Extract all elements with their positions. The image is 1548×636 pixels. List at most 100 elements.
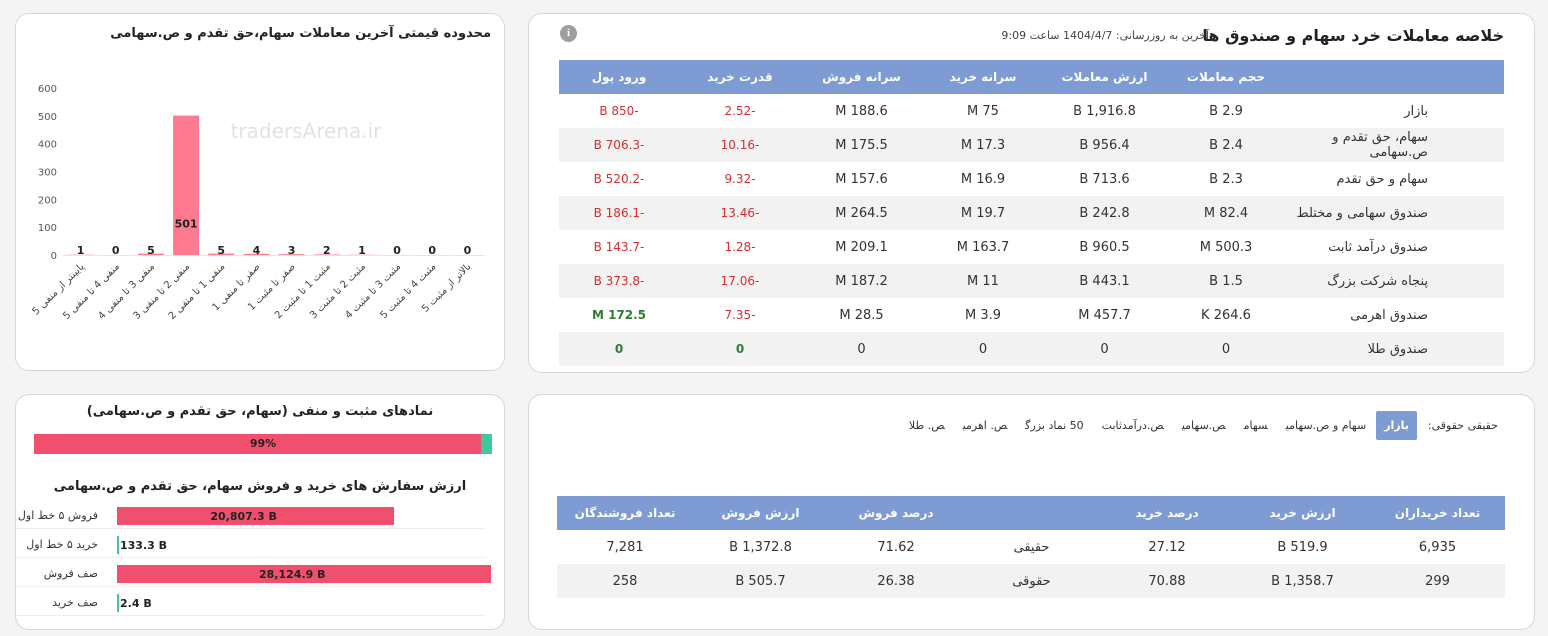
summary-cell-buy-pc: 11 M [922, 264, 1044, 298]
bar[interactable] [313, 254, 340, 255]
filter-option[interactable]: سهام و ص.سهامی [1285, 419, 1367, 432]
order-bar[interactable] [117, 594, 119, 612]
bar[interactable] [278, 254, 305, 255]
orders-title: ارزش سفارش های خرید و فروش سهام، حق تقدم… [53, 479, 467, 494]
order-row: خرید ۵ خط اول 133.3 B [16, 534, 486, 558]
investors-cell-buyers: 299 [1370, 564, 1505, 598]
bar[interactable] [173, 115, 200, 256]
summary-cell-value: 956.4 B [1044, 128, 1165, 162]
y-tick-label: 300 [38, 168, 57, 179]
investors-cell-sellers: 258 [557, 564, 693, 598]
summary-cell-power: -10.16 [679, 128, 801, 162]
bar[interactable] [243, 253, 270, 255]
summary-row[interactable]: صندوق سهامی و مختلط 82.4 M 242.8 B 19.7 M 26… [559, 196, 1504, 230]
investors-cell-type: حقوقی [964, 564, 1099, 598]
filter-option[interactable]: 50 نماد بزرگ [1025, 419, 1084, 432]
summary-cell-buy-pc: 19.7 M [922, 196, 1044, 230]
summary-cell-buy-pc: 16.9 M [960, 171, 1006, 187]
summary-header-cell: ارزش معاملات [1044, 60, 1165, 94]
investors-row[interactable]: 299 1,358.7 B 70.88 حقوقی 26.38 505.7 B 258 [557, 564, 1505, 598]
price-range-title: محدوده قیمتی آخرین معاملات سهام،حق تقدم … [110, 26, 491, 41]
order-bar[interactable] [117, 507, 394, 525]
investors-header-cell: ارزش فروش [693, 496, 828, 530]
summary-row[interactable]: پنجاه شرکت بزرگ 1.5 B 443.1 B 11 M 187.2 M -1… [559, 264, 1504, 298]
summary-header-cell: حجم معاملات [1165, 60, 1287, 94]
investors-cell-type: حقیقی [1013, 539, 1050, 555]
investors-header-cell: درصد فروش [828, 496, 964, 530]
investors-cell-buy-pct: 27.12 [1148, 539, 1186, 555]
summary-cell-power: -9.32 [724, 172, 756, 186]
summary-row[interactable]: صندوق درآمد ثابت 500.3 M 960.5 B 163.7 M 209… [559, 230, 1504, 264]
summary-header-cell [1287, 60, 1504, 94]
summary-cell-value: 1,916.8 B [1073, 103, 1136, 119]
summary-cell-volume: 0 [1165, 332, 1287, 366]
summary-cell-volume: 264.6 K [1201, 307, 1251, 323]
posneg-progress: 99% [34, 434, 492, 454]
summary-cell-power: -17.06 [679, 264, 801, 298]
watermark: tradersArena.ir [231, 119, 383, 143]
summary-cell-power: -13.46 [679, 196, 801, 230]
order-bar[interactable] [117, 565, 491, 583]
summary-cell-inflow: -706.3 B [559, 128, 679, 162]
summary-cell-inflow: -143.7 B [593, 240, 645, 254]
last-update-value: 1404/4/7 ساعت 9:09 [1001, 29, 1113, 42]
order-label: فروش ۵ خط اول [17, 509, 98, 522]
filter-option[interactable]: ص.درآمدثابت [1101, 419, 1164, 432]
filter-option[interactable]: ص.سهامی [1181, 419, 1226, 432]
order-row: فروش ۵ خط اول 20,807.3 B [16, 505, 486, 529]
summary-cell-inflow: -373.8 B [559, 264, 679, 298]
bar-value-label: 0 [112, 244, 120, 257]
investors-row[interactable]: 6,935 519.9 B 27.12 حقیقی 71.62 1,372.8 B 7,28… [557, 530, 1505, 564]
summary-row[interactable]: سهام، حق تقدم و ص.سهامی 2.4 B 956.4 B 17.3 … [559, 128, 1504, 162]
bar[interactable] [137, 253, 164, 255]
summary-cell-inflow: -186.1 B [559, 196, 679, 230]
y-tick-label: 600 [38, 84, 57, 95]
progress-label: 99% [249, 437, 277, 450]
summary-cell-value: 713.6 B [1079, 171, 1130, 187]
summary-row[interactable]: صندوق طلا 0 0 0 0 0 0 [559, 332, 1504, 366]
order-value: 2.4 B [120, 597, 152, 610]
summary-cell-sell-pc: 157.6 M [835, 171, 888, 187]
filter-option[interactable]: ص. اهرمی [962, 419, 1008, 432]
summary-cell-name: سهام، حق تقدم و ص.سهامی [1287, 128, 1504, 162]
investors-cell-buy-value: 1,358.7 B [1235, 564, 1370, 598]
info-icon[interactable]: i [560, 25, 577, 42]
posneg-card: نمادهای مثبت و منفی (سهام، حق تقدم و ص.س… [15, 394, 505, 630]
bar-value-label: 2 [323, 244, 331, 257]
summary-cell-inflow: -850 B [599, 104, 639, 118]
summary-row[interactable]: بازار 2.9 B 1,916.8 B 75 M 188.6 M -2.52 -850 … [559, 94, 1504, 128]
investors-cell-buy-pct: 70.88 [1099, 564, 1235, 598]
summary-cell-sell-pc: 264.5 M [801, 196, 922, 230]
summary-cell-buy-pc: 0 [922, 332, 1044, 366]
summary-cell-sell-pc: 188.6 M [835, 103, 888, 119]
filter-bar: حقیقی حقوقی: بازار سهام و ص.سهامی سهام ص.سه… [900, 411, 1498, 440]
bar-value-label: 0 [464, 244, 472, 257]
investors-card: حقیقی حقوقی: بازار سهام و ص.سهامی سهام ص.سه… [528, 394, 1535, 630]
summary-header-cell: ورود پول [559, 60, 679, 94]
order-value: 133.3 B [120, 539, 168, 552]
summary-cell-name: صندوق سهامی و مختلط [1287, 196, 1504, 230]
summary-cell-sell-pc: 175.5 M [801, 128, 922, 162]
summary-cell-buy-pc: 163.7 M [956, 239, 1010, 255]
last-update: آخرین به روزرسانی: 1404/4/7 ساعت 9:09 [1001, 29, 1209, 42]
y-tick-label: 400 [38, 140, 57, 151]
order-label: خرید ۵ خط اول [26, 538, 98, 551]
summary-cell-name: پنجاه شرکت بزرگ [1287, 264, 1504, 298]
bar[interactable] [208, 253, 235, 255]
bar-value-label: 4 [253, 244, 261, 257]
filter-option[interactable]: بازار [1376, 411, 1417, 440]
investors-header-cell: تعداد خریداران [1370, 496, 1505, 530]
summary-cell-buy-pc: 17.3 M [922, 128, 1044, 162]
filter-option[interactable]: سهام [1243, 419, 1268, 432]
bar-value-label: 1 [77, 244, 85, 257]
summary-header-row: حجم معاملات ارزش معاملات سرانه خرید سرانه ف… [559, 60, 1504, 94]
summary-row[interactable]: صندوق اهرمی 264.6 K 457.7 M 3.9 M 28.5 M -7.3… [559, 298, 1504, 332]
summary-row[interactable]: سهام و حق تقدم 2.3 B 713.6 B 16.9 M 157.6 M -… [559, 162, 1504, 196]
investors-cell-sell-value: 505.7 B [693, 564, 828, 598]
summary-card: خلاصه معاملات خرد سهام و صندوق ها آخرین … [528, 13, 1535, 373]
order-label: صف خرید [52, 596, 98, 609]
filter-option[interactable]: ص. طلا [908, 419, 945, 432]
order-value: 20,807.3 B [210, 510, 277, 523]
investors-cell-buyers: 6,935 [1418, 539, 1457, 555]
order-bar[interactable] [117, 536, 119, 554]
